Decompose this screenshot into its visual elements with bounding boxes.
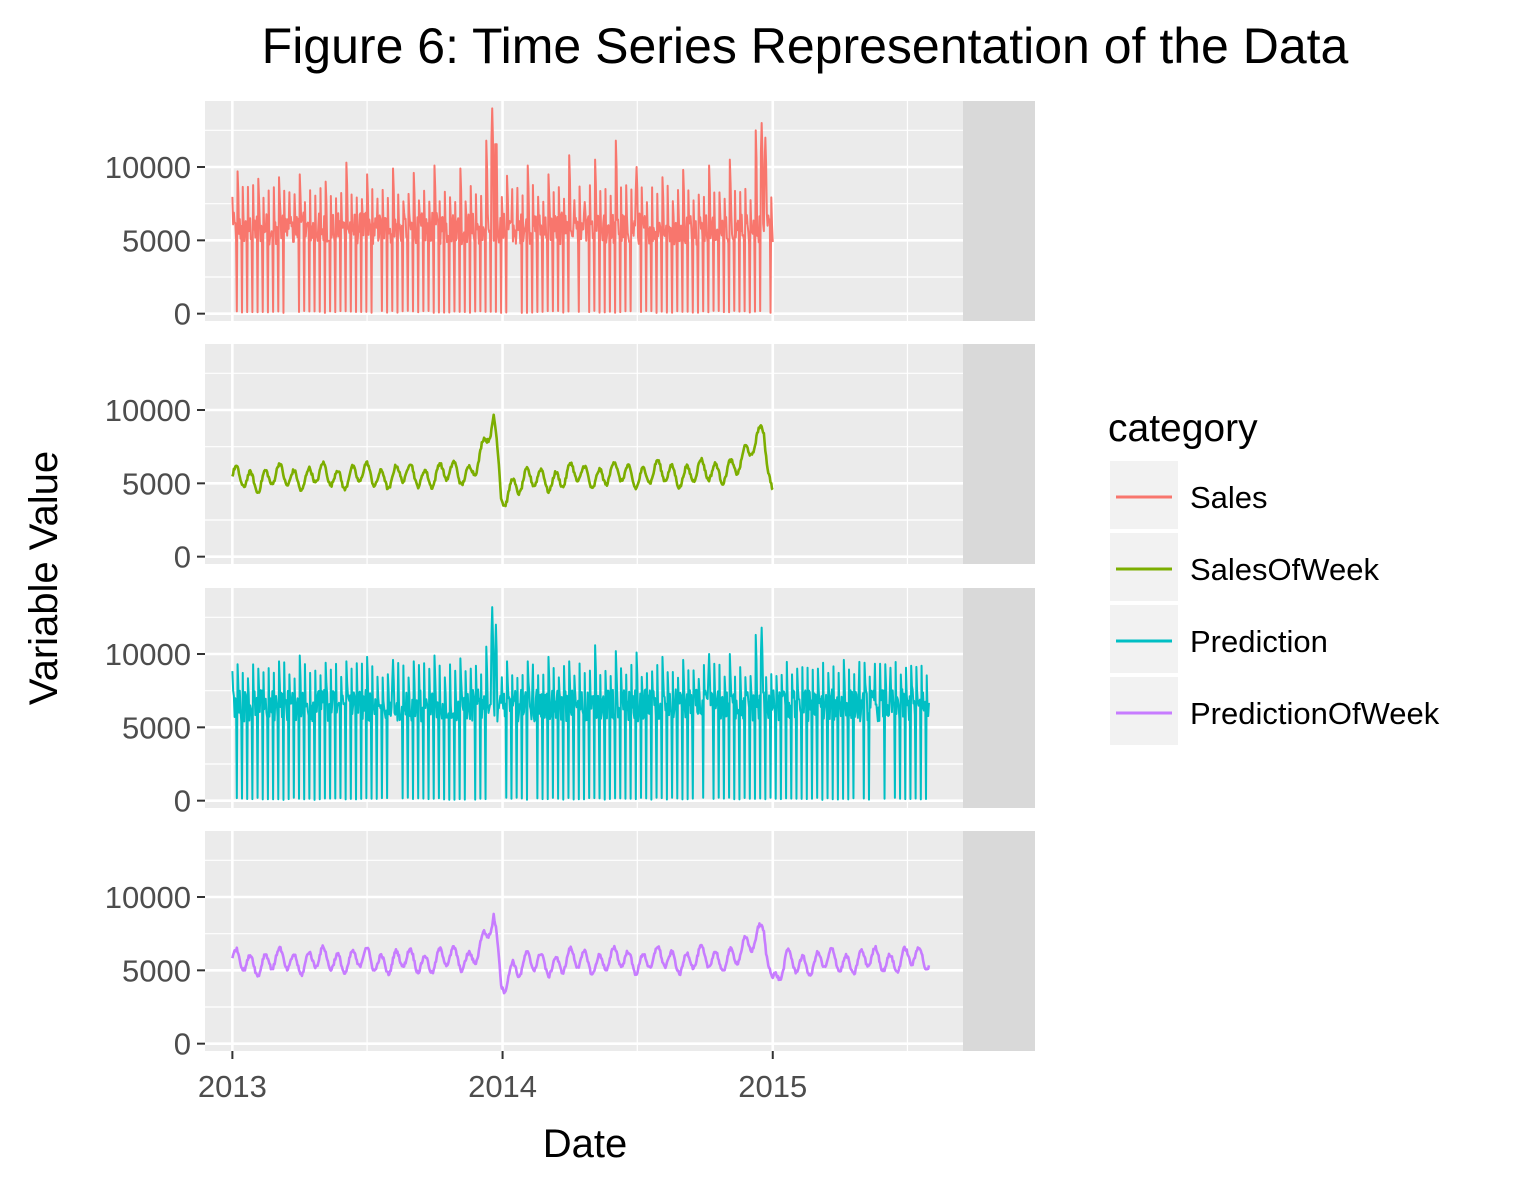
x-tick-label: 2015	[738, 1069, 807, 1104]
y-tick-label: 10000	[105, 150, 191, 185]
facet-strip	[963, 101, 1035, 321]
legend-key	[1110, 533, 1178, 601]
legend-label: PredictionOfWeek	[1190, 696, 1440, 731]
y-tick-label: 10000	[105, 880, 191, 915]
legend-label: Prediction	[1190, 624, 1328, 659]
panel-background	[205, 831, 963, 1051]
y-axis-title: Variable Value	[22, 451, 66, 705]
legend-key	[1110, 605, 1178, 673]
y-tick-label: 10000	[105, 637, 191, 672]
y-tick-label: 0	[174, 784, 191, 819]
facet-panel-sales: 0500010000Sales	[105, 101, 1035, 332]
legend-title: category	[1108, 407, 1258, 450]
series-line-prediction	[231, 606, 930, 801]
legend-item-salesofweek: SalesOfWeek	[1110, 533, 1379, 601]
series-line-predictionofweek	[231, 912, 931, 995]
y-tick-label: 10000	[105, 393, 191, 428]
legend-item-predictionofweek: PredictionOfWeek	[1110, 677, 1440, 745]
x-tick-label: 2013	[198, 1069, 267, 1104]
y-tick-label: 5000	[122, 466, 191, 501]
facet-panel-predictionofweek: 0500010000PredictionOfWeek	[105, 831, 1035, 1062]
legend-key	[1110, 677, 1178, 745]
y-tick-label: 5000	[122, 953, 191, 988]
chart-title: Figure 6: Time Series Representation of …	[262, 18, 1349, 74]
series-line-salesofweek	[231, 413, 774, 508]
legend-key	[1110, 461, 1178, 529]
x-axis-title: Date	[543, 1122, 628, 1166]
panel-background	[205, 344, 963, 564]
x-axis: 2013 2014 2015	[198, 1051, 807, 1104]
legend: category Sales SalesOfWeek Prediction Predic…	[1108, 407, 1440, 745]
y-tick-label: 0	[174, 540, 191, 575]
facet-panel-salesofweek: 0500010000SalesOfWeek	[105, 344, 1035, 575]
facet-panels: 0500010000Sales0500010000SalesOfWeek0500…	[105, 101, 1035, 1062]
facet-strip	[963, 831, 1035, 1051]
y-tick-label: 0	[174, 297, 191, 332]
legend-label: SalesOfWeek	[1190, 552, 1379, 587]
y-tick-label: 5000	[122, 223, 191, 258]
facet-strip	[963, 344, 1035, 564]
y-tick-label: 0	[174, 1027, 191, 1062]
y-tick-label: 5000	[122, 710, 191, 745]
legend-label: Sales	[1190, 480, 1268, 515]
legend-item-prediction: Prediction	[1110, 605, 1328, 673]
legend-item-sales: Sales	[1110, 461, 1268, 529]
facet-panel-prediction: 0500010000Prediction	[105, 588, 1035, 819]
series-line-sales	[231, 107, 774, 314]
facet-strip	[963, 588, 1035, 808]
x-tick-label: 2014	[468, 1069, 537, 1104]
